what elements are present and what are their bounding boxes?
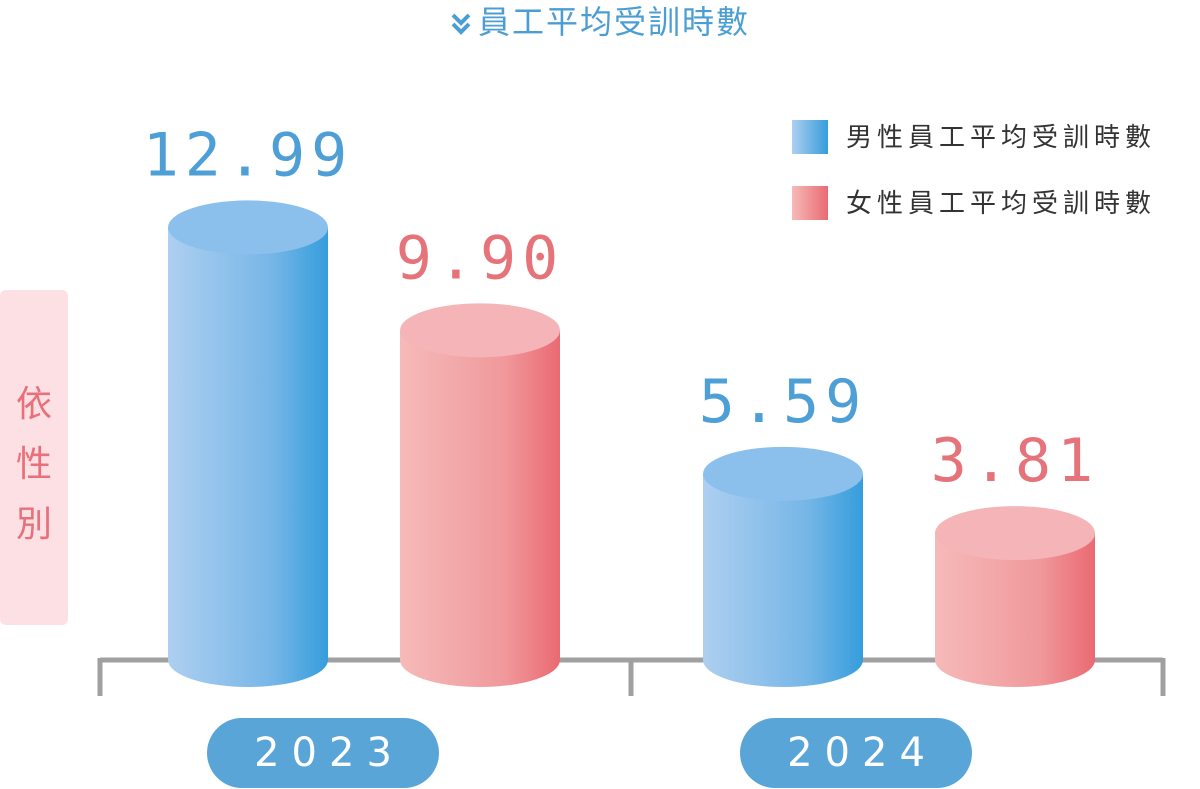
legend-swatch-male bbox=[792, 120, 828, 154]
bar-top bbox=[703, 446, 863, 501]
legend-swatch-female bbox=[792, 186, 828, 220]
x-tick-label: 2024 bbox=[787, 730, 937, 776]
bar-top bbox=[935, 506, 1095, 561]
bar-top bbox=[400, 303, 560, 358]
y-axis-label-char: 依 bbox=[15, 384, 52, 425]
bar-2023-male bbox=[168, 200, 328, 687]
data-label: 5.59 bbox=[699, 367, 868, 437]
bar-top bbox=[168, 200, 328, 255]
x-category-2023: 2023 bbox=[207, 718, 439, 788]
y-axis-label-char: 別 bbox=[15, 504, 52, 545]
bar-body bbox=[703, 473, 863, 687]
data-label: 12.99 bbox=[143, 120, 354, 190]
x-tick-label: 2023 bbox=[254, 730, 404, 776]
bar-2024-female bbox=[935, 506, 1095, 687]
bar-body bbox=[935, 533, 1095, 687]
y-axis-label: 依性別 bbox=[0, 375, 68, 555]
bar-2024-male bbox=[703, 446, 863, 687]
y-axis-label-box: 依性別 bbox=[0, 290, 68, 625]
bar-2023-female bbox=[400, 303, 560, 687]
legend-item-female: 女性員工平均受訓時數 bbox=[792, 184, 1200, 224]
value-labels: 12.99 9.90 5.59 3.81 bbox=[143, 120, 1100, 496]
legend-label-female: 女性員工平均受訓時數 bbox=[846, 189, 1157, 219]
chart-title: 員工平均受訓時數 bbox=[0, 0, 1200, 44]
bars bbox=[168, 200, 1095, 687]
chart-title-text: 員工平均受訓時數 bbox=[477, 3, 750, 41]
x-category-2024: 2024 bbox=[740, 718, 972, 788]
double-chevron-down-icon bbox=[450, 12, 472, 36]
y-axis-label-char: 性 bbox=[15, 444, 52, 485]
data-label: 9.90 bbox=[396, 223, 565, 293]
bar-body bbox=[400, 330, 560, 687]
legend-label-male: 男性員工平均受訓時數 bbox=[846, 123, 1157, 153]
bar-body bbox=[168, 227, 328, 687]
legend-item-male: 男性員工平均受訓時數 bbox=[792, 118, 1200, 158]
data-label: 3.81 bbox=[931, 426, 1100, 496]
